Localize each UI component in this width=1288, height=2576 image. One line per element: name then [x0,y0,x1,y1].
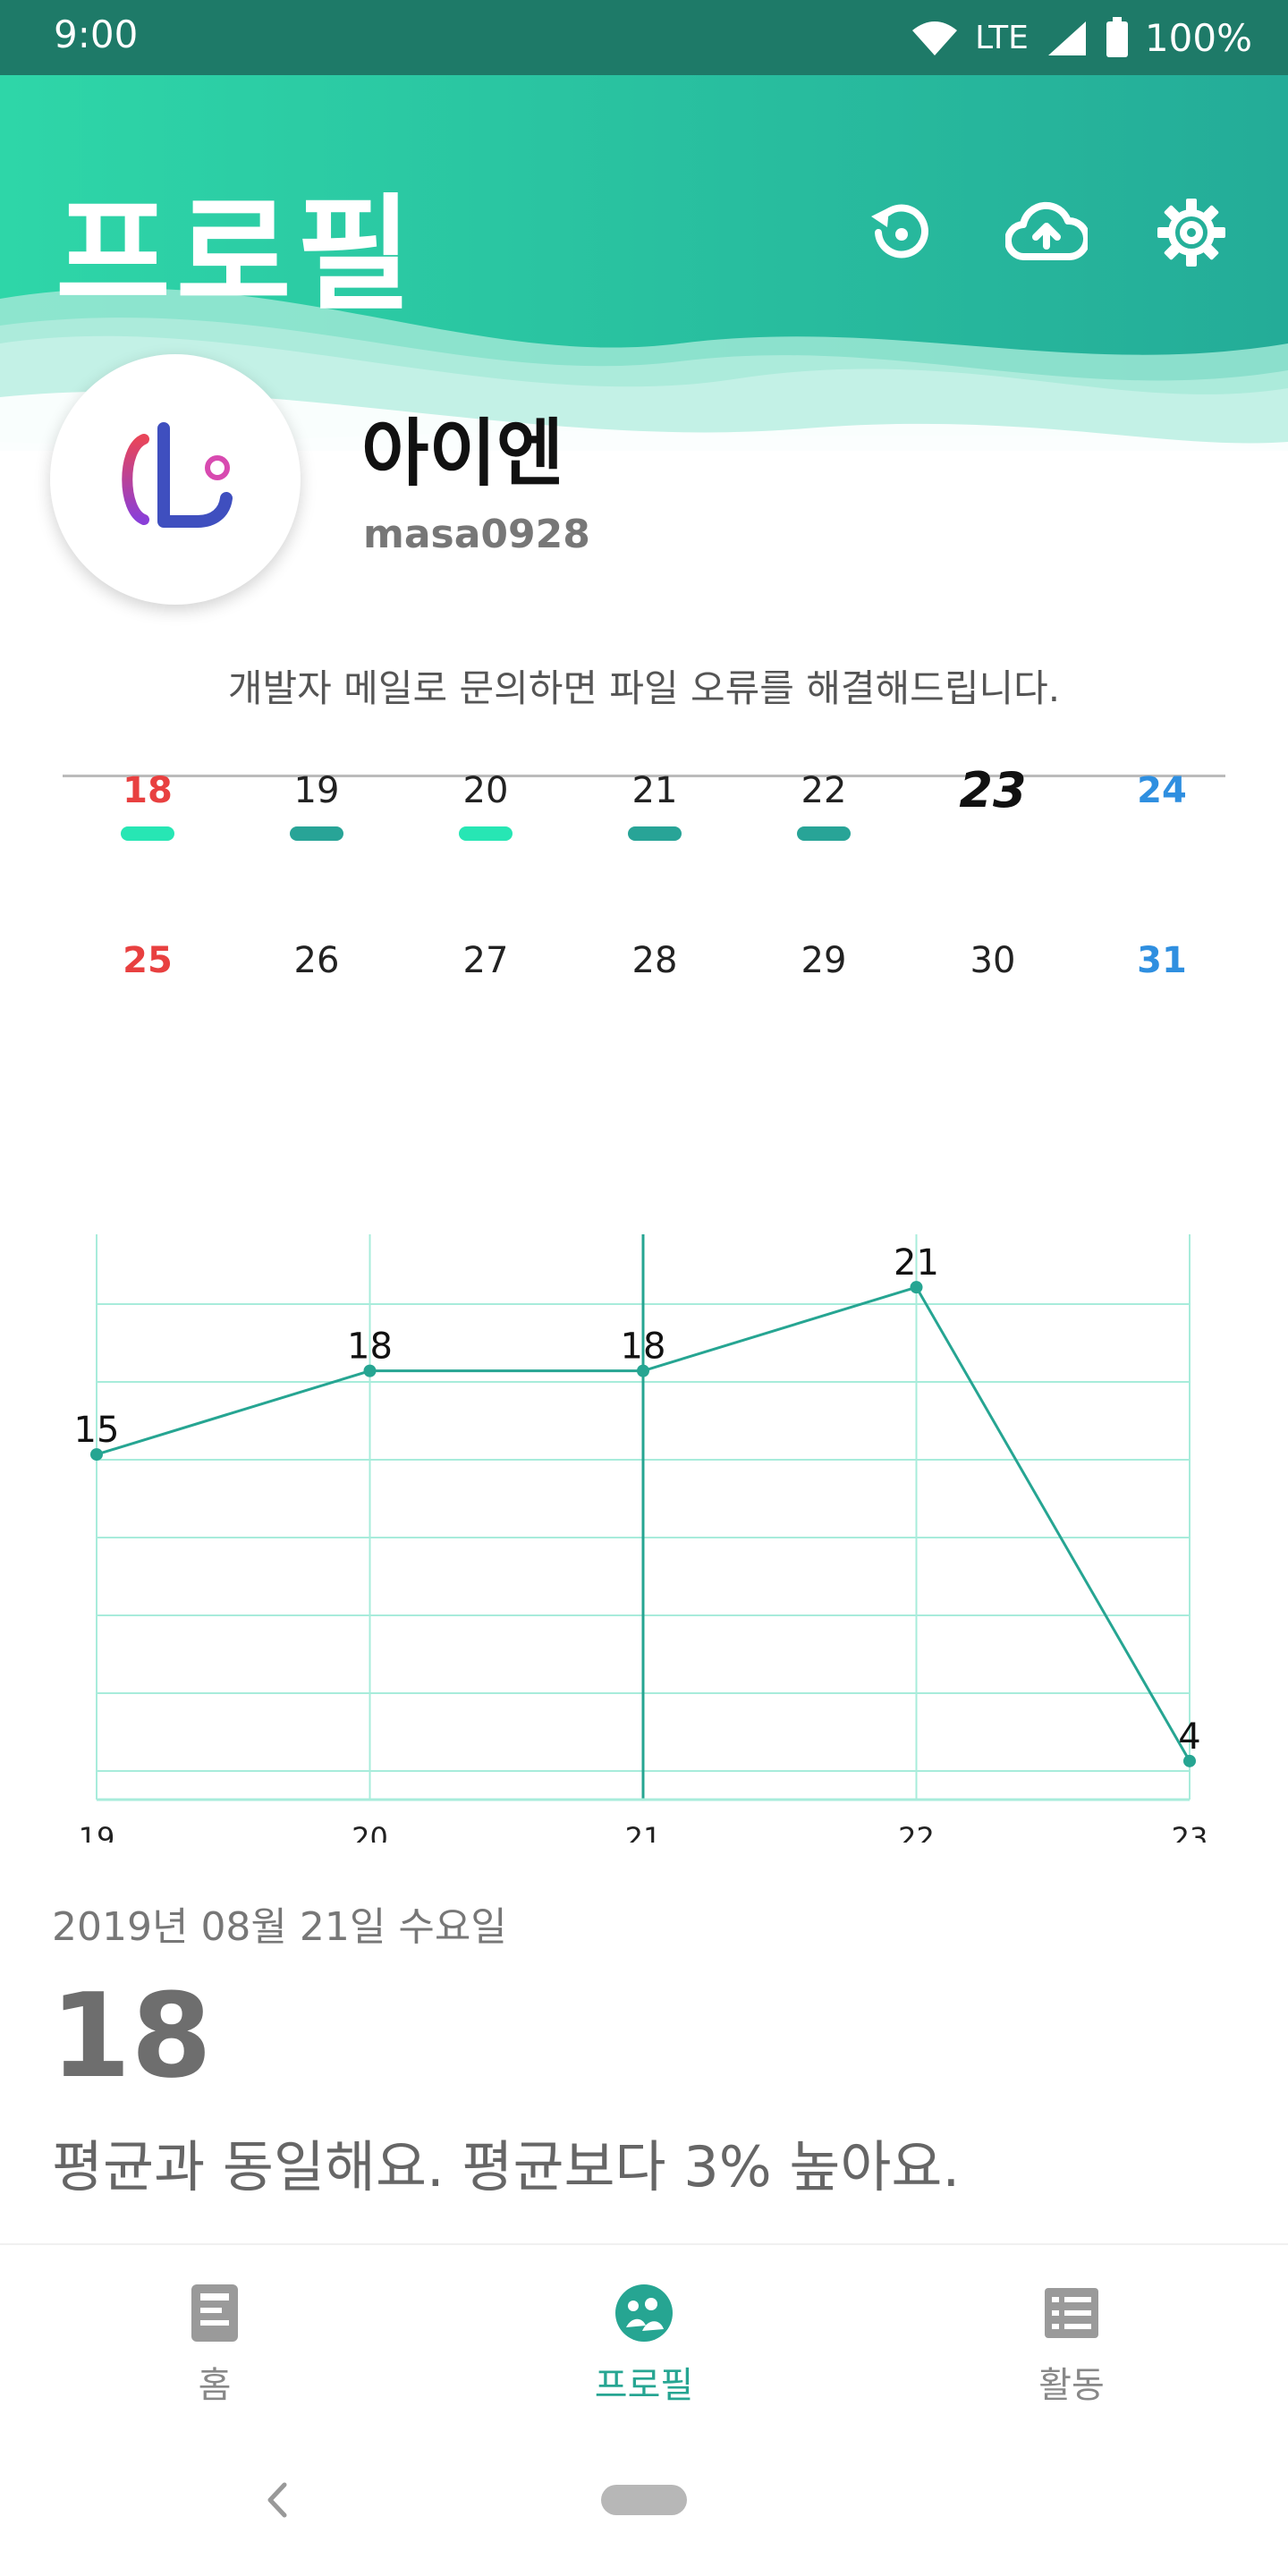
battery-icon [1106,17,1128,57]
chart-x-tick-label: 20 [352,1821,388,1843]
calendar-day-number: 30 [970,940,1016,981]
header: 프로필 [0,75,1288,451]
calendar-day[interactable]: 24 [1077,766,1247,816]
chart-data-label: 18 [621,1326,666,1368]
daily-line-chart[interactable]: 15 18 18 21 4 19 20 21 22 23 [36,1234,1252,1843]
bottom-nav: 홈 프로필 활동 [0,2243,1288,2424]
chart-x-tick-label: 21 [625,1821,662,1843]
chart-data-label: 21 [894,1242,939,1284]
cloud-upload-button[interactable] [1005,191,1088,274]
status-icons: LTE 100% [911,11,1252,64]
calendar-day-number: 26 [293,940,340,981]
signal-icon [1047,21,1086,55]
calendar-day-number: 25 [123,940,173,981]
calendar-day-number: 31 [1137,940,1187,981]
status-bar: 9:00 LTE 100% [0,0,1288,75]
chart-data-label: 15 [74,1410,120,1451]
chart-point [637,1364,649,1377]
calendar-day[interactable]: 26 [232,936,402,986]
status-time: 9:00 [54,13,139,56]
restore-icon [871,204,928,258]
nav-home[interactable]: 홈 [80,2281,349,2408]
calendar-day[interactable]: 31 [1077,936,1247,986]
home-icon [191,2284,238,2342]
chart-point [910,1281,923,1294]
profile-icon [615,2284,673,2342]
calendar-week-2: 25 26 27 28 29 30 31 [63,936,1252,1043]
header-waves [0,75,1288,451]
nav-profile[interactable]: 프로필 [510,2281,778,2408]
calendar-day-number: 21 [631,770,678,811]
calendar-day-number: 18 [123,770,173,811]
wifi-icon [912,21,958,55]
calendar-day-indicator [459,826,513,841]
system-back-icon[interactable] [259,2478,295,2522]
calendar-day-number: 19 [293,770,340,811]
calendar-day[interactable]: 30 [908,936,1078,986]
calendar-day-number: 22 [801,770,847,811]
chart-point [363,1364,377,1377]
profile-message: 개발자 메일로 문의하면 파일 오류를 해결해드립니다. [227,666,1061,710]
calendar-day-number: 28 [631,940,678,981]
nav-activity[interactable]: 활동 [937,2281,1206,2408]
calendar-day-indicator [290,826,343,841]
calendar-day[interactable]: 25 [63,936,233,986]
calendar-day-indicator [628,826,682,841]
calendar-day-number: 24 [1137,770,1187,811]
profile-user-id: masa0928 [363,512,590,557]
nav-home-label: 홈 [198,2365,232,2406]
calendar-day[interactable]: 21 [570,766,740,841]
restore-button[interactable] [859,191,941,274]
calendar-day[interactable]: 29 [739,936,909,986]
calendar-day-indicator [797,826,851,841]
chart-data-label: 4 [1178,1716,1200,1758]
calendar-week-1: 18 19 20 21 22 23 24 [63,766,1252,873]
chart-data-label: 18 [347,1326,393,1368]
chart-point [90,1448,103,1462]
calendar-day[interactable]: 22 [739,766,909,841]
settings-button[interactable] [1150,191,1233,274]
calendar-day-number: 20 [462,770,509,811]
calendar-day[interactable]: 19 [232,766,402,841]
cloud-upload-icon [1005,201,1088,261]
chart-x-tick-label: 19 [79,1821,115,1843]
app-logo-icon [122,422,233,528]
calendar-day[interactable]: 20 [401,766,571,841]
calendar-day-number: 23 [959,762,1027,818]
chart-point [1183,1754,1196,1767]
nav-profile-label: 프로필 [594,2365,694,2406]
calendar-day[interactable]: 18 [63,766,233,841]
page-title: 프로필 [55,182,418,328]
selected-date: 2019년 08월 21일 수요일 [52,1904,507,1950]
gear-icon [1157,199,1225,267]
calendar-divider [63,775,1225,777]
avatar[interactable] [50,354,301,605]
calendar-day-number: 29 [801,940,847,981]
profile-name: 아이엔 [361,411,564,496]
network-type: LTE [975,19,1029,56]
chart-x-tick-label: 23 [1172,1821,1208,1843]
calendar-day-indicator [121,826,174,841]
selected-value: 18 [50,1968,212,2104]
comparison-message: 평균과 동일해요. 평균보다 3% 높아요. [52,2134,961,2199]
chart-x-tick-label: 22 [898,1821,935,1843]
system-home-pill[interactable] [601,2485,687,2515]
calendar-day[interactable]: 23 [908,766,1078,816]
list-icon [1045,2288,1098,2338]
nav-activity-label: 활동 [1038,2365,1105,2406]
calendar-day[interactable]: 28 [570,936,740,986]
battery-level: 100% [1144,15,1252,60]
calendar-day[interactable]: 27 [401,936,571,986]
calendar-day-number: 27 [462,940,509,981]
